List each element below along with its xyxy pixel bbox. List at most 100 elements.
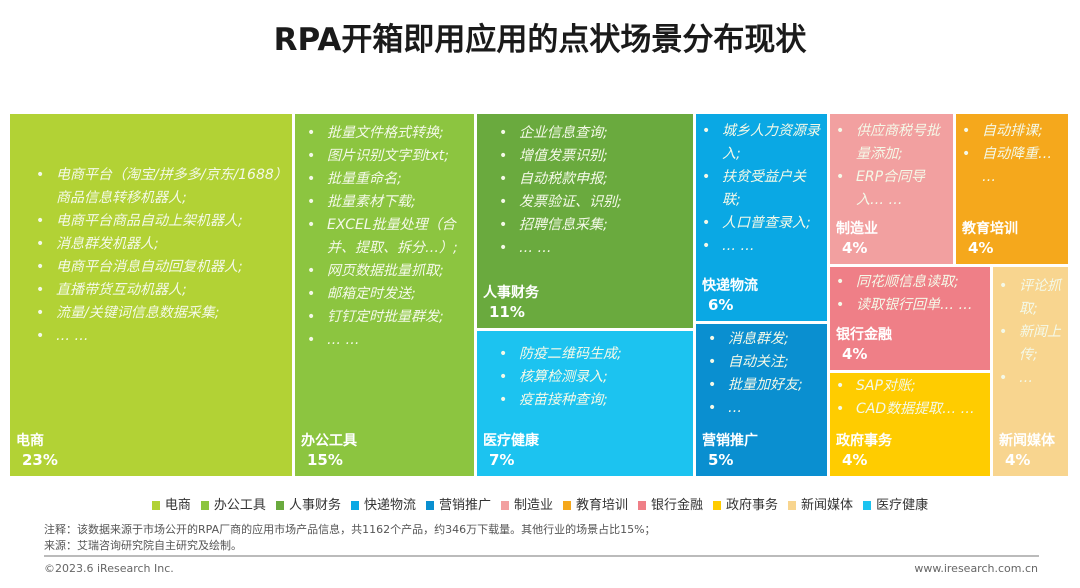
- treemap-cell-2: 企业信息查询;增值发票识别;自动税款申报;发票验证、识别;招聘信息采集;… … 人…: [477, 114, 693, 328]
- legend-item: 营销推广: [425, 494, 491, 513]
- cell-percent: 7%: [489, 451, 515, 469]
- cell-label: 教育培训 4%: [962, 220, 1018, 258]
- cell-percent: 4%: [968, 239, 994, 257]
- legend: 电商 办公工具 人事财务 快递物流 营销推广 制造业 教育培训 银行金融 政府事务 新闻媒体 医疗健…: [0, 494, 1080, 513]
- cell-name: 快递物流: [702, 278, 758, 294]
- bullet-item: 电商平台消息自动回复机器人;: [32, 256, 282, 279]
- bullet-item: 招聘信息采集;: [495, 214, 685, 237]
- bullet-item: 自动关注;: [704, 351, 824, 374]
- legend-item: 银行金融: [638, 494, 703, 513]
- cell-name: 政府事务: [836, 433, 892, 449]
- legend-label: 快递物流: [363, 498, 416, 513]
- legend-swatch: [788, 501, 797, 510]
- treemap-cell-10: 评论抓取;新闻上传;… 新闻媒体 4%: [993, 267, 1068, 476]
- bullet-item: 钉钉定时批量群发;: [303, 306, 473, 329]
- legend-label: 银行金融: [651, 498, 704, 513]
- legend-item: 新闻媒体: [788, 494, 853, 513]
- bullet-item: … …: [495, 237, 685, 260]
- bullet-item: 自动税款申报;: [495, 168, 685, 191]
- treemap-cell-5: 消息群发;自动关注;批量加好友;… 营销推广 5%: [696, 324, 827, 476]
- legend-item: 电商: [151, 494, 191, 513]
- bullet-item: 图片识别文字到txt;: [303, 145, 473, 168]
- bullet-item: 批量加好友;: [704, 374, 824, 397]
- legend-swatch: [863, 501, 872, 510]
- bullet-item: 扶贫受益户关联;: [698, 166, 823, 212]
- bullet-item: 直播带货互动机器人;: [32, 279, 282, 302]
- bullet-item: …: [995, 367, 1065, 390]
- bullet-item: EXCEL批量处理（合并、提取、拆分…）;: [303, 214, 473, 260]
- cell-name: 制造业: [836, 221, 878, 237]
- bullet-item: 同花顺信息读取;: [832, 271, 987, 294]
- cell-label: 银行金融 4%: [836, 326, 892, 364]
- cell-name: 银行金融: [836, 327, 892, 343]
- legend-item: 人事财务: [275, 494, 341, 513]
- legend-label: 电商: [164, 498, 191, 513]
- treemap-cell-7: 自动排课;自动降重… … 教育培训 4%: [956, 114, 1068, 264]
- legend-swatch: [151, 501, 160, 510]
- treemap-cell-3: 防疫二维码生成;核算检测录入;疫苗接种查询; 医疗健康 7%: [477, 331, 693, 476]
- bullet-item: 流量/关键词信息数据采集;: [32, 302, 282, 325]
- cell-percent: 4%: [1005, 451, 1031, 469]
- bullet-item: 核算检测录入;: [495, 366, 685, 389]
- bullet-item: 消息群发机器人;: [32, 233, 282, 256]
- bullet-item: 企业信息查询;: [495, 122, 685, 145]
- cell-label: 人事财务 11%: [483, 284, 539, 322]
- bullet-item: 自动降重… …: [958, 143, 1063, 189]
- cell-name: 人事财务: [483, 285, 539, 301]
- bullet-list: 电商平台（淘宝/拼多多/京东/1688）商品信息转移机器人;电商平台商品自动上架…: [32, 164, 282, 348]
- cell-percent: 11%: [489, 303, 525, 321]
- legend-swatch: [638, 501, 647, 510]
- bullet-list: 供应商税号批量添加;ERP合同导入… …: [832, 120, 947, 212]
- bullet-item: … …: [32, 325, 282, 348]
- bullet-list: 自动排课;自动降重… …: [958, 120, 1063, 189]
- bullet-item: SAP对账;: [832, 375, 990, 398]
- chart-title: RPA开箱即用应用的点状场景分布现状: [273, 22, 807, 58]
- cell-percent: 4%: [842, 239, 868, 257]
- legend-label: 办公工具: [213, 498, 266, 513]
- legend-item: 教育培训: [563, 494, 628, 513]
- cell-label: 办公工具 15%: [301, 432, 357, 470]
- bullet-item: 增值发票识别;: [495, 145, 685, 168]
- legend-item: 快递物流: [350, 494, 416, 513]
- bullet-item: 网页数据批量抓取;: [303, 260, 473, 283]
- treemap-cell-6: 供应商税号批量添加;ERP合同导入… … 制造业 4%: [830, 114, 953, 264]
- cell-label: 电商 23%: [16, 432, 58, 470]
- cell-label: 营销推广 5%: [702, 432, 758, 470]
- treemap-cell-1: 批量文件格式转换;图片识别文字到txt;批量重命名;批量素材下载;EXCEL批量…: [295, 114, 474, 476]
- bullet-item: 电商平台商品自动上架机器人;: [32, 210, 282, 233]
- bullet-item: 批量素材下载;: [303, 191, 473, 214]
- legend-item: 办公工具: [200, 494, 266, 513]
- bullet-item: 城乡人力资源录入;: [698, 120, 823, 166]
- legend-label: 教育培训: [576, 498, 629, 513]
- bullet-item: 供应商税号批量添加;: [832, 120, 947, 166]
- note: 注释：该数据来源于市场公开的RPA厂商的应用市场产品信息，共1162个产品，约3…: [44, 523, 656, 536]
- legend-swatch: [563, 501, 571, 510]
- bullet-list: 同花顺信息读取;读取银行回单… …: [832, 271, 987, 317]
- legend-swatch: [425, 501, 434, 510]
- cell-label: 制造业 4%: [836, 220, 878, 258]
- bullet-item: 邮箱定时发送;: [303, 283, 473, 306]
- treemap-cell-8: 同花顺信息读取;读取银行回单… … 银行金融 4%: [830, 267, 990, 370]
- legend-label: 新闻媒体: [801, 498, 854, 513]
- legend-label: 医疗健康: [876, 498, 929, 513]
- cell-name: 电商: [16, 433, 44, 449]
- bullet-list: 批量文件格式转换;图片识别文字到txt;批量重命名;批量素材下载;EXCEL批量…: [303, 122, 473, 352]
- divider: [44, 555, 1039, 557]
- bullet-list: 城乡人力资源录入;扶贫受益户关联;人口普查录入;… …: [698, 120, 823, 258]
- bullet-item: 批量重命名;: [303, 168, 473, 191]
- bullet-item: 人口普查录入;: [698, 212, 823, 235]
- bullet-item: 电商平台（淘宝/拼多多/京东/1688）商品信息转移机器人;: [32, 164, 282, 210]
- cell-percent: 23%: [22, 451, 58, 469]
- cell-label: 医疗健康 7%: [483, 432, 539, 470]
- cell-name: 营销推广: [702, 433, 758, 449]
- source: 来源：艾瑞咨询研究院自主研究及绘制。: [44, 539, 242, 552]
- bullet-list: SAP对账;CAD数据提取… …: [832, 375, 990, 421]
- legend-label: 政府事务: [726, 498, 779, 513]
- cell-percent: 5%: [708, 451, 734, 469]
- cell-label: 快递物流 6%: [702, 277, 758, 315]
- legend-item: 医疗健康: [863, 494, 928, 513]
- bullet-list: 企业信息查询;增值发票识别;自动税款申报;发票验证、识别;招聘信息采集;… …: [495, 122, 685, 260]
- bullet-item: …: [704, 397, 824, 420]
- bullet-item: 发票验证、识别;: [495, 191, 685, 214]
- bullet-item: … …: [303, 329, 473, 352]
